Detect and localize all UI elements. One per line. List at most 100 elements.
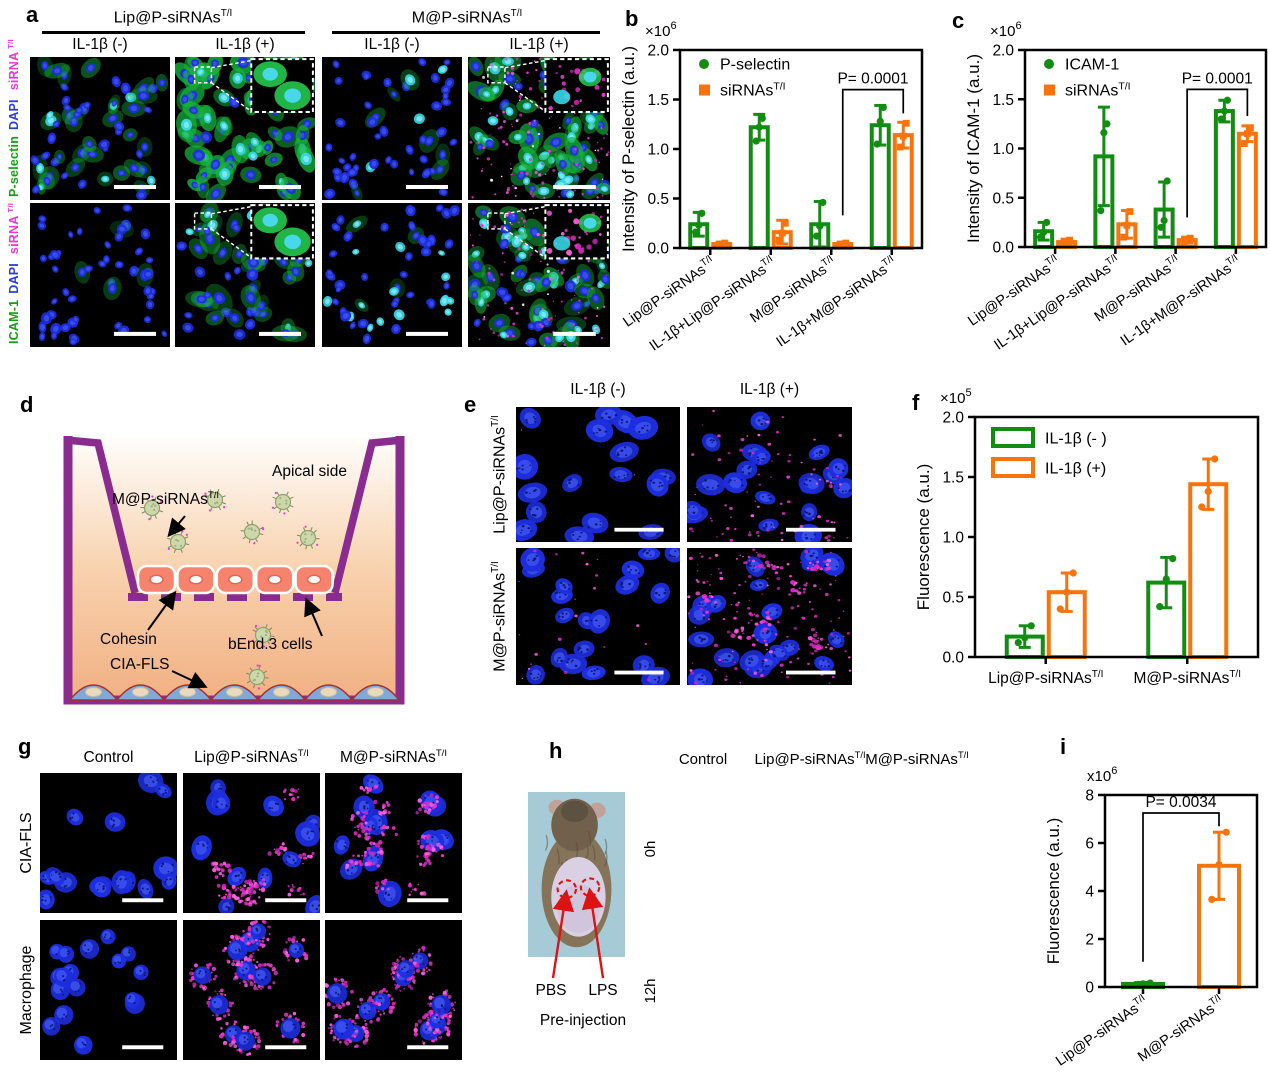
stain-p-selectin: P-selectin [7,135,22,197]
micrograph-g-ciafls-control [40,773,177,913]
insert-right-wall [331,436,403,594]
svg-text:×105: ×105 [940,387,972,407]
panel-letter-g: g [18,734,32,759]
ivis-mouse-m-12h [870,920,964,1060]
svg-text:P-selectin: P-selectin [720,57,790,74]
panel-e-row2-label: M@P-siRNAsT/I [490,561,509,672]
panel-h-col2-label: Lip@P-siRNAsT/I [754,750,866,768]
panel-g-row2-label: Macrophage [18,945,35,1035]
panel-letter-a: a [26,2,39,27]
ivis-mouse-lip-12h [763,920,857,1060]
svg-text:0: 0 [1085,980,1094,997]
stain-dapi: DAPI [7,99,22,130]
bend3-label: bEnd.3 cells [228,636,313,653]
apical-side-label: Apical side [272,463,347,480]
svg-text:1.5: 1.5 [992,92,1014,109]
svg-text:4: 4 [1085,884,1094,901]
svg-text:0.0: 0.0 [992,240,1014,257]
particle-arrow [167,515,186,538]
ciafls-arrow [171,670,208,689]
panel-letter-b: b [625,6,639,31]
micrograph-e-lip-il1b-neg [516,407,680,542]
micrograph-e-lip-il1b-pos [687,407,852,542]
micrograph-a-lip-il1b-neg-pselectin [30,57,170,200]
micrograph-e-m-il1b-pos [687,548,852,685]
svg-text:IL-1β (+): IL-1β (+) [1045,461,1106,478]
svg-text:6: 6 [1085,836,1094,853]
panel-g-col2-label: Lip@P-siRNAsT/I [194,748,309,767]
pbs-label: PBS [535,982,567,999]
panel-a-col4-label: IL-1β (+) [509,36,569,53]
stain-sirna: siRNAT/I [6,39,22,91]
stain-dapi: DAPI [7,263,22,294]
cohesin-arrow [147,590,177,631]
svg-text:1.0: 1.0 [942,530,964,547]
group1-underline [42,31,305,34]
svg-text:×106: ×106 [645,20,677,40]
lps-label: LPS [588,982,618,999]
svg-text:P= 0.0034: P= 0.0034 [1145,794,1216,811]
panel-letter-d: d [20,392,34,417]
cia-fls-cell-layer [68,684,401,701]
bend3-cell-layer [136,564,334,595]
panel-g-col3-label: M@P-siRNAsT/I [339,748,448,767]
group2-underline [332,31,600,34]
panel-letter-e: e [464,392,477,417]
micrograph-a-m-il1b-neg-pselectin [322,57,462,200]
stain-sirna: siRNAT/I [6,202,22,255]
micrograph-g-macrophage-lip [183,920,320,1060]
p-selectin-intensity-chart: 0.0 0.5 1.0 1.5 2.0 ×106 Intensity of P-select… [619,0,950,375]
nanoparticles [140,489,320,690]
panel-letter-i: i [1060,734,1067,759]
ivis-mouse-m-0h [870,778,964,917]
svg-text:siRNAsT/I: siRNAsT/I [1065,81,1131,100]
panel-letter-f: f [912,390,920,415]
svg-text:×106: ×106 [990,20,1022,40]
svg-text:0.5: 0.5 [647,191,669,208]
ivis-mouse-control-0h [656,778,750,917]
panel-letter-h: h [549,738,563,763]
svg-text:Fluorescence (a.u.): Fluorescence (a.u.) [1044,818,1063,964]
svg-text:siRNAsT/I: siRNAsT/I [720,81,786,100]
panel-a-col2-label: IL-1β (+) [215,36,275,53]
svg-text:Fluorescence (a.u.): Fluorescence (a.u.) [914,464,933,610]
panel-a-row2-stain-legend: ICAM-1 DAPI siRNAT/I [6,203,21,347]
pre-injection-label: Pre-injection [539,1012,627,1029]
svg-text:2: 2 [1085,932,1094,949]
micrograph-g-macrophage-m [325,920,462,1060]
svg-text:2.0: 2.0 [992,43,1014,60]
svg-text:P= 0.0001: P= 0.0001 [837,71,908,88]
ciafls-label: CIA-FLS [110,656,170,673]
micrograph-a-lip-il1b-neg-icam1 [30,203,170,347]
panel-g-row1-label: CIA-FLS [18,812,35,874]
svg-text:M@P-siRNAsT/I: M@P-siRNAsT/I [1134,669,1242,687]
svg-text:P= 0.0001: P= 0.0001 [1182,70,1253,87]
transwell-diagram [0,380,450,710]
micrograph-g-ciafls-m [325,773,462,913]
bend3-arrow [304,597,323,637]
svg-text:1.5: 1.5 [942,470,964,487]
panel-h-col3-label: M@P-siRNAsT/I [865,750,969,768]
svg-text:0.5: 0.5 [992,190,1014,207]
panel-a-row1-stain-legend: P-selectin DAPI siRNAT/I [6,39,22,200]
svg-text:2.0: 2.0 [647,43,669,60]
svg-text:Lip@P-siRNAsT/I: Lip@P-siRNAsT/I [988,669,1103,687]
transwell-fluorescence-chart: 0.0 0.5 1.0 1.5 2.0 ×105 Fluorescence (a.u.) Li… [890,375,1270,705]
panel-g-col1-label: Control [83,749,134,767]
ivis-mouse-control-12h [656,920,750,1060]
svg-text:0.5: 0.5 [942,590,964,607]
injection-arrows [551,887,605,979]
ivis-mouse-lip-0h [763,778,857,917]
svg-text:8: 8 [1085,788,1094,805]
panel-a-group1-header: Lip@P-siRNAsT/I [113,8,233,27]
svg-text:IL-1β (- ): IL-1β (- ) [1045,431,1107,448]
svg-text:1.0: 1.0 [992,141,1014,158]
svg-text:Lip@P-siRNAsT/I: Lip@P-siRNAsT/I [1052,993,1151,1070]
micrograph-a-m-il1b-pos-icam1 [468,203,610,347]
svg-text:M@P-siRNAsT/I: M@P-siRNAsT/I [1134,993,1227,1066]
micrograph-a-lip-il1b-pos-icam1 [175,203,315,347]
micrograph-a-lip-il1b-pos-pselectin [175,57,315,200]
micrograph-a-m-il1b-neg-icam1 [322,203,462,347]
svg-text:Intensity of P-selectin (a.u.): Intensity of P-selectin (a.u.) [619,46,638,252]
